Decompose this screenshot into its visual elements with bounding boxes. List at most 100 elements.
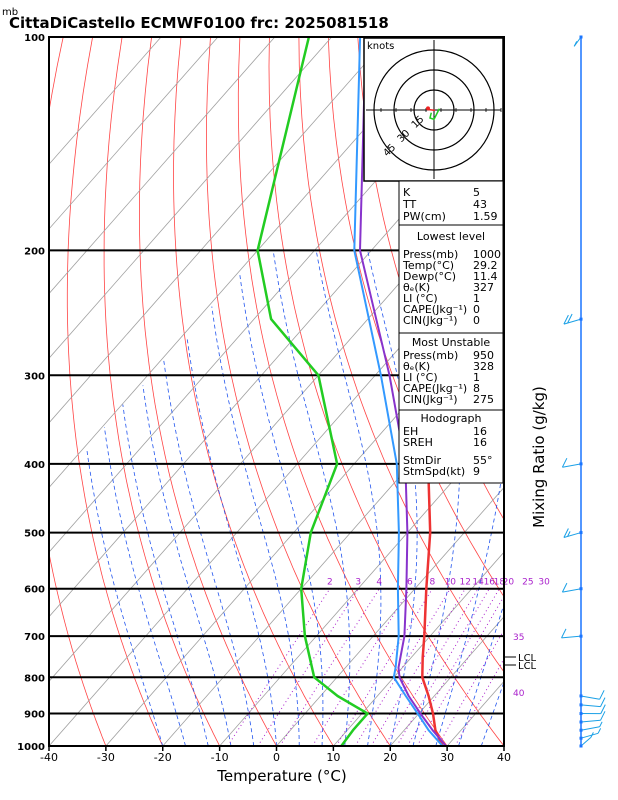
index-label: CAPE(Jkg⁻¹) <box>403 382 467 395</box>
pressure-tick-label: 200 <box>24 246 45 257</box>
isotherm <box>49 37 389 424</box>
index-label: K <box>403 186 411 199</box>
isotherm <box>49 37 162 165</box>
index-label: Press(mb) <box>403 349 458 362</box>
mixing-ratio-label: 8 <box>430 578 436 588</box>
wind-barb-flag <box>600 697 606 707</box>
wind-barb-flag <box>600 704 606 714</box>
temperature-tick-label: -40 <box>40 751 58 764</box>
table-section-title: Hodograph <box>421 412 482 425</box>
wind-barb-flag <box>573 41 578 47</box>
mixing-ratio-label: 12 <box>459 578 470 588</box>
temperature-tick-label: 30 <box>440 751 454 764</box>
index-value: 0 <box>473 314 480 327</box>
dry-adiabat <box>49 37 107 746</box>
pressure-tick-label: 700 <box>24 632 45 643</box>
temperature-tick-label: -20 <box>154 751 172 764</box>
mixing-ratio-line <box>437 628 504 746</box>
index-value: 5 <box>473 186 480 199</box>
wind-barb-shaft <box>580 737 592 747</box>
wind-barb-shaft <box>561 635 582 639</box>
dewpoint-profile <box>256 37 369 746</box>
moist-adiabat <box>142 385 232 746</box>
index-label: θₑ(K) <box>403 281 430 294</box>
wind-barb-shaft <box>563 318 582 325</box>
dry-adiabat <box>66 37 164 746</box>
index-label: LI (°C) <box>403 371 438 384</box>
theta-e-labels: 35 40 <box>513 633 525 699</box>
storm-motion-marker <box>426 106 430 111</box>
temperature-tick-label: -30 <box>97 751 115 764</box>
units-label: mb <box>2 7 18 18</box>
wind-level-marker <box>579 531 583 535</box>
dry-adiabat <box>327 37 504 598</box>
wind-level-marker <box>579 462 583 466</box>
index-value: 8 <box>473 382 480 395</box>
theta-e-label: 40 <box>513 689 525 699</box>
dry-adiabat <box>268 37 504 746</box>
isotherm <box>219 422 504 746</box>
mixing-ratio-label: 30 <box>538 578 550 588</box>
lcl-label: LCL <box>518 653 537 664</box>
wind-barb-flag <box>599 690 605 700</box>
wind-barb-shaft <box>562 588 582 593</box>
pressure-tick-label: 800 <box>24 673 45 684</box>
index-label: Dewp(°C) <box>403 270 456 283</box>
isotherm <box>49 37 446 489</box>
dry-adiabat <box>103 37 220 746</box>
pressure-tick-label: 600 <box>24 585 45 596</box>
index-value: 1000 <box>473 248 501 261</box>
x-axis-label: Temperature (°C) <box>216 767 346 785</box>
index-value: 327 <box>473 281 494 294</box>
wind-level-marker <box>579 587 583 591</box>
wind-barb-flag <box>561 582 568 593</box>
mixing-ratio-label: 16 <box>484 578 496 588</box>
temperature-tick-label: 10 <box>326 751 340 764</box>
moist-adiabat <box>186 337 277 746</box>
isotherm <box>49 228 504 746</box>
index-label: StmDir <box>403 454 442 467</box>
pressure-tick-label: 300 <box>24 371 45 382</box>
index-label: CAPE(Jkg⁻¹) <box>403 303 467 316</box>
index-value: 16 <box>473 425 487 438</box>
dry-adiabat <box>138 37 277 746</box>
index-value: 16 <box>473 436 487 449</box>
moist-adiabat <box>122 404 209 746</box>
temperature-tick-label: 0 <box>273 751 280 764</box>
index-label: StmSpd(kt) <box>403 465 465 478</box>
mixing-ratio-line <box>454 657 504 746</box>
wind-barb-shaft <box>563 532 582 538</box>
chart-title: CittaDiCastello ECMWF0100 frc: 202508151… <box>9 14 389 32</box>
pressure-tick-label: 400 <box>24 460 45 471</box>
table-section-title: Lowest level <box>417 230 485 243</box>
isobars <box>49 37 504 746</box>
temperature-tick-label: 40 <box>497 751 511 764</box>
wind-level-marker <box>579 744 583 748</box>
index-label: LI (°C) <box>403 292 438 305</box>
wind-level-marker <box>579 35 583 39</box>
wind-level-marker <box>579 720 583 724</box>
index-value: 950 <box>473 349 494 362</box>
index-label: CIN(Jkg⁻¹) <box>403 393 458 406</box>
wind-barb-shaft <box>580 726 600 731</box>
temperature-axis: -40 -30 -20 -10 0 10 20 30 40 <box>40 746 511 764</box>
pressure-axis: 100 200 300 400 500 600 700 800 900 1000 <box>17 33 45 753</box>
isotherm <box>49 37 332 359</box>
index-label: PW(cm) <box>403 210 446 223</box>
mixing-ratio-label: 2 <box>327 578 333 588</box>
index-value: 328 <box>473 360 494 373</box>
mixing-ratio-line <box>370 588 466 746</box>
wind-barb-flag <box>567 531 571 537</box>
index-label: CIN(Jkg⁻¹) <box>403 314 458 327</box>
index-value: 9 <box>473 465 480 478</box>
isotherm <box>333 551 504 746</box>
dry-adiabat <box>205 37 391 746</box>
moist-adiabat <box>163 359 255 746</box>
y-axis-label: Mixing Ratio (g/kg) <box>530 386 548 528</box>
dry-adiabat <box>173 37 334 746</box>
wind-barb-flag <box>567 313 573 324</box>
pressure-tick-label: 100 <box>24 33 45 44</box>
index-label: EH <box>403 425 418 438</box>
